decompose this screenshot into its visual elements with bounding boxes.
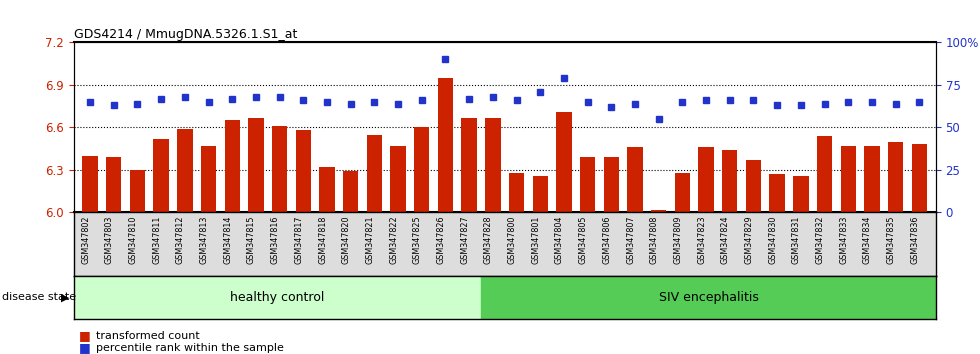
Text: GSM347827: GSM347827 <box>461 216 469 264</box>
Bar <box>129 170 145 212</box>
Bar <box>509 173 524 212</box>
Text: GSM347806: GSM347806 <box>603 216 612 264</box>
Text: ■: ■ <box>78 341 90 354</box>
Bar <box>604 157 619 212</box>
Bar <box>367 135 382 212</box>
Text: GSM347825: GSM347825 <box>413 216 421 264</box>
Bar <box>532 176 548 212</box>
Text: GSM347835: GSM347835 <box>887 216 896 264</box>
Text: GSM347803: GSM347803 <box>105 216 114 264</box>
Text: GSM347831: GSM347831 <box>792 216 801 264</box>
Bar <box>319 167 335 212</box>
Text: GSM347826: GSM347826 <box>436 216 446 264</box>
Text: GSM347817: GSM347817 <box>294 216 304 264</box>
Text: GSM347824: GSM347824 <box>720 216 730 264</box>
Text: GSM347836: GSM347836 <box>910 216 919 264</box>
Text: GSM347816: GSM347816 <box>270 216 279 264</box>
Text: GSM347830: GSM347830 <box>768 216 777 264</box>
Bar <box>911 144 927 212</box>
Bar <box>888 142 904 212</box>
Bar <box>82 156 98 212</box>
Bar <box>557 112 571 212</box>
Text: ▶: ▶ <box>62 292 70 302</box>
Text: ■: ■ <box>78 329 90 342</box>
Text: GSM347823: GSM347823 <box>697 216 706 264</box>
Text: percentile rank within the sample: percentile rank within the sample <box>96 343 284 353</box>
Text: GSM347822: GSM347822 <box>389 216 398 264</box>
Bar <box>177 129 192 212</box>
Text: GSM347812: GSM347812 <box>175 216 185 264</box>
Bar <box>841 146 856 212</box>
Bar <box>224 120 240 212</box>
Bar <box>271 126 287 212</box>
Bar <box>722 150 738 212</box>
Bar <box>248 118 264 212</box>
Text: GSM347810: GSM347810 <box>128 216 137 264</box>
Text: GDS4214 / MmugDNA.5326.1.S1_at: GDS4214 / MmugDNA.5326.1.S1_at <box>74 28 297 41</box>
Bar <box>438 78 453 212</box>
Bar <box>793 176 808 212</box>
Text: disease state: disease state <box>2 292 76 302</box>
Bar <box>390 146 406 212</box>
Text: GSM347804: GSM347804 <box>555 216 564 264</box>
Text: healthy control: healthy control <box>230 291 324 304</box>
Text: GSM347833: GSM347833 <box>839 216 849 264</box>
Bar <box>296 130 311 212</box>
Bar <box>580 157 595 212</box>
Bar <box>343 171 359 212</box>
Bar <box>746 160 761 212</box>
Text: GSM347832: GSM347832 <box>815 216 824 264</box>
Bar <box>415 127 429 212</box>
Text: GSM347807: GSM347807 <box>626 216 635 264</box>
Bar <box>106 157 122 212</box>
Text: GSM347800: GSM347800 <box>508 216 516 264</box>
Bar <box>864 146 880 212</box>
Text: SIV encephalitis: SIV encephalitis <box>659 291 759 304</box>
Text: GSM347813: GSM347813 <box>200 216 209 264</box>
Text: GSM347818: GSM347818 <box>318 216 327 264</box>
Text: GSM347802: GSM347802 <box>81 216 90 264</box>
Bar <box>651 210 666 212</box>
Text: GSM347821: GSM347821 <box>366 216 374 264</box>
Bar <box>627 147 643 212</box>
Bar <box>674 173 690 212</box>
Text: GSM347829: GSM347829 <box>745 216 754 264</box>
Text: GSM347811: GSM347811 <box>152 216 161 264</box>
Text: GSM347814: GSM347814 <box>223 216 232 264</box>
Text: GSM347809: GSM347809 <box>673 216 682 264</box>
Bar <box>769 174 785 212</box>
Text: GSM347801: GSM347801 <box>531 216 540 264</box>
Bar <box>817 136 832 212</box>
Text: GSM347815: GSM347815 <box>247 216 256 264</box>
Bar <box>485 118 501 212</box>
Bar <box>154 139 169 212</box>
Bar <box>201 146 217 212</box>
Text: GSM347834: GSM347834 <box>863 216 872 264</box>
Text: GSM347828: GSM347828 <box>484 216 493 264</box>
Text: GSM347808: GSM347808 <box>650 216 659 264</box>
Text: transformed count: transformed count <box>96 331 200 341</box>
Text: GSM347820: GSM347820 <box>342 216 351 264</box>
Bar <box>462 118 477 212</box>
Text: GSM347805: GSM347805 <box>578 216 588 264</box>
Bar <box>699 147 713 212</box>
